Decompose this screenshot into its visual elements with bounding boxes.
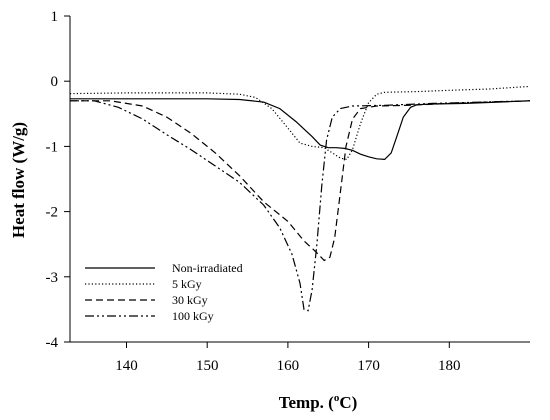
y-axis: 1 0 -1 -2 -3 -4 xyxy=(46,9,70,351)
x-axis-title-superscript: o xyxy=(334,392,340,404)
legend: Non-irradiated 5 kGy 30 kGy 100 kGy xyxy=(85,261,243,323)
legend-label: 100 kGy xyxy=(172,309,214,323)
series-line-1 xyxy=(70,98,531,161)
y-tick-label: -4 xyxy=(46,335,59,351)
x-tick-label: 160 xyxy=(277,358,300,374)
x-axis: 140 150 160 170 180 xyxy=(115,342,461,374)
y-axis-title: Heat flow (W/g) xyxy=(9,122,28,238)
legend-label: 5 kGy xyxy=(172,277,202,291)
y-tick-label: -3 xyxy=(46,270,59,286)
legend-label: 30 kGy xyxy=(172,293,208,307)
series-line-4 xyxy=(70,100,531,312)
plot-area xyxy=(69,16,530,343)
legend-label: Non-irradiated xyxy=(172,261,243,275)
y-tick-label: -1 xyxy=(46,139,59,155)
x-axis-title: Temp. (oC) xyxy=(279,392,358,412)
y-tick-label: -2 xyxy=(46,205,59,221)
x-tick-label: 150 xyxy=(196,358,219,374)
x-axis-title-main: Temp. ( xyxy=(279,393,334,412)
y-tick-label: 0 xyxy=(51,74,59,90)
series-line-2 xyxy=(69,85,531,161)
y-tick-label: 1 xyxy=(51,9,59,25)
x-tick-label: 180 xyxy=(438,358,461,374)
x-tick-label: 140 xyxy=(115,358,138,374)
x-axis-title-suffix: C) xyxy=(339,393,357,412)
series-lines xyxy=(69,85,531,312)
x-tick-label: 170 xyxy=(357,358,380,374)
